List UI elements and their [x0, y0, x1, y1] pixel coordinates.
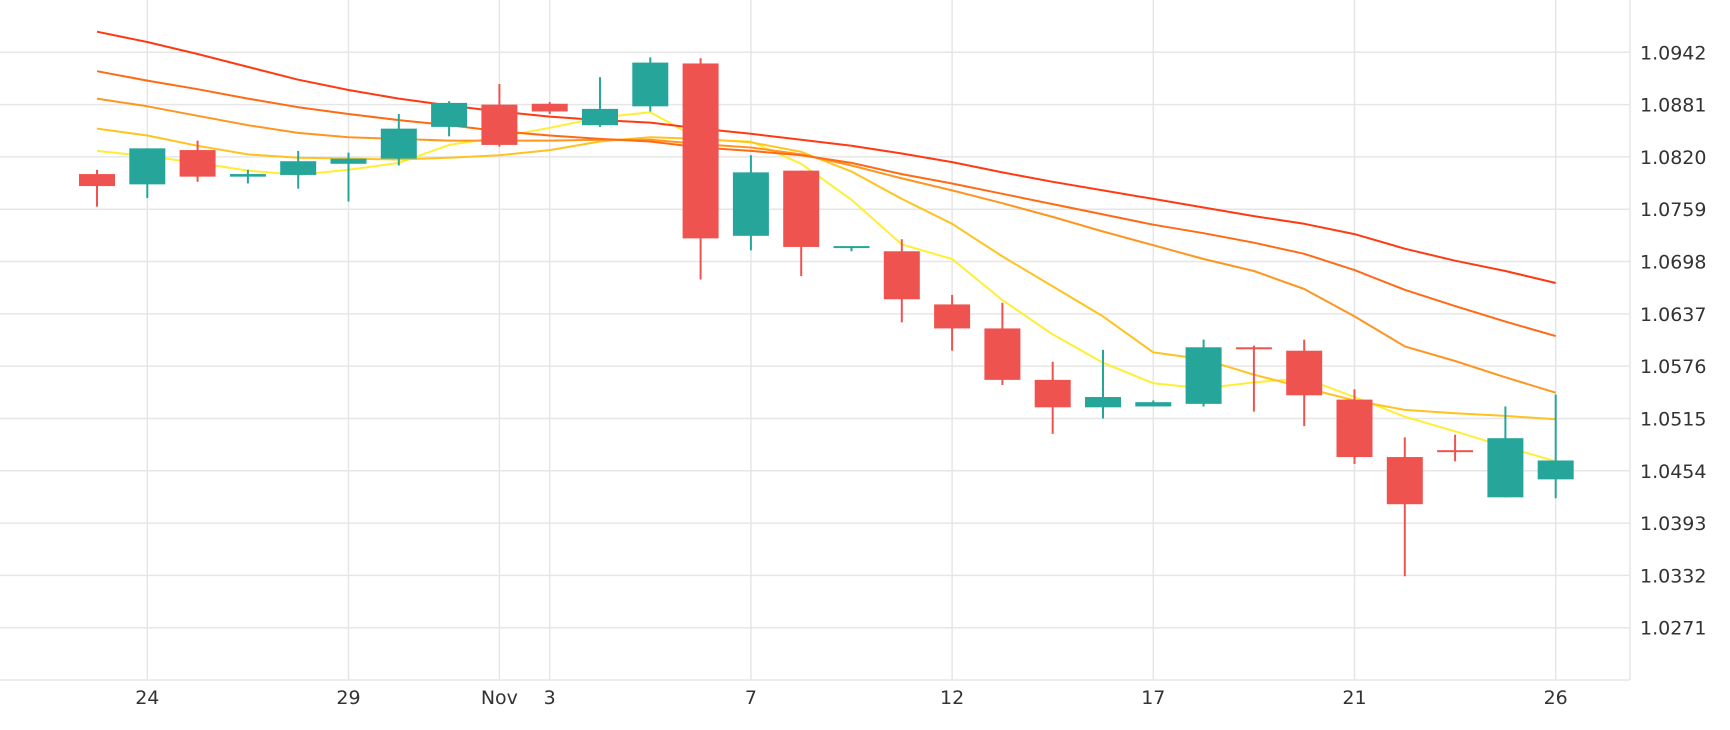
candle: [632, 57, 669, 112]
y-tick-label: 1.0332: [1640, 565, 1706, 587]
candle: [1235, 345, 1272, 412]
x-tick-label: Nov: [481, 687, 518, 709]
candle-body: [179, 150, 216, 177]
x-tick-label: 21: [1342, 687, 1366, 709]
moving-average-line: [96, 30, 1556, 284]
x-axis-labels: 24 29 Nov 3 7 12 17 21 26: [135, 687, 1568, 709]
candle: [481, 84, 518, 147]
y-axis-labels: 1.0942 1.0881 1.0820 1.0759 1.0698 1.0637 1.05…: [1640, 42, 1706, 639]
y-tick-label: 1.0759: [1640, 199, 1706, 221]
candle-body: [1336, 399, 1373, 458]
candle: [1336, 389, 1373, 464]
candle-body: [1487, 438, 1524, 498]
candle-body: [732, 172, 769, 236]
candle-body: [129, 148, 166, 185]
candle-body: [431, 102, 468, 127]
candle-body: [582, 108, 618, 126]
candle: [79, 169, 115, 207]
candle: [330, 152, 367, 202]
candle: [1386, 437, 1423, 577]
candle: [1286, 339, 1323, 427]
moving-average-layer: [96, 30, 1556, 463]
x-tick-label: 17: [1141, 687, 1165, 709]
candle-body: [934, 304, 971, 329]
candle-body: [682, 63, 719, 239]
x-tick-label: 3: [544, 687, 556, 709]
candle: [1085, 349, 1121, 419]
y-tick-label: 1.0881: [1640, 95, 1706, 117]
candle: [1135, 400, 1172, 407]
candle: [280, 150, 317, 189]
candle: [380, 114, 417, 166]
candle: [783, 170, 820, 277]
candle-body: [380, 128, 417, 159]
candle-body: [280, 161, 317, 175]
candle-body: [984, 328, 1021, 380]
candle: [431, 101, 468, 137]
candle: [883, 239, 920, 323]
y-tick-label: 1.0942: [1640, 42, 1706, 64]
candle-body: [1437, 450, 1474, 453]
y-tick-label: 1.0576: [1640, 356, 1706, 378]
y-tick-label: 1.0698: [1640, 252, 1706, 274]
candle: [833, 246, 870, 252]
y-tick-label: 1.0637: [1640, 304, 1706, 326]
candle: [1487, 406, 1524, 498]
candle: [1185, 339, 1222, 407]
candle: [732, 155, 769, 251]
candle-body: [1386, 457, 1423, 505]
candle-body: [1135, 402, 1172, 407]
candle-body: [833, 246, 870, 249]
candle-body: [1235, 347, 1272, 350]
x-tick-label: 24: [135, 687, 159, 709]
y-tick-label: 1.0515: [1640, 408, 1706, 430]
candle-body: [330, 158, 367, 164]
y-tick-label: 1.0393: [1640, 513, 1706, 535]
candle: [179, 140, 216, 182]
candle-body: [481, 104, 518, 145]
candle: [129, 148, 166, 199]
candle-body: [531, 103, 568, 112]
candle: [1437, 434, 1474, 462]
candle: [582, 77, 618, 127]
candle-body: [1085, 397, 1121, 408]
x-tick-label: 29: [336, 687, 360, 709]
candle-body: [229, 174, 266, 177]
moving-average-line: [96, 70, 1556, 338]
candle-body: [883, 251, 920, 300]
y-tick-label: 1.0454: [1640, 461, 1706, 483]
grid-layer: [0, 0, 1631, 681]
candle: [229, 169, 266, 184]
candle-layer: [79, 57, 1574, 577]
candle: [682, 58, 719, 280]
candle-body: [632, 62, 669, 107]
candle: [934, 294, 971, 351]
candle-body: [1185, 347, 1222, 404]
candle-body: [783, 170, 820, 247]
candle-body: [1034, 379, 1071, 408]
y-tick-label: 1.0271: [1640, 618, 1706, 640]
candle: [984, 302, 1021, 386]
x-tick-label: 7: [745, 687, 757, 709]
candle-body: [1286, 350, 1323, 396]
x-tick-label: 26: [1544, 687, 1568, 709]
y-tick-label: 1.0820: [1640, 147, 1706, 169]
candle: [1034, 361, 1071, 434]
x-tick-label: 12: [940, 687, 964, 709]
candle-body: [79, 174, 115, 187]
candle: [531, 102, 568, 115]
candle-body: [1537, 460, 1574, 480]
candle: [1537, 394, 1574, 499]
